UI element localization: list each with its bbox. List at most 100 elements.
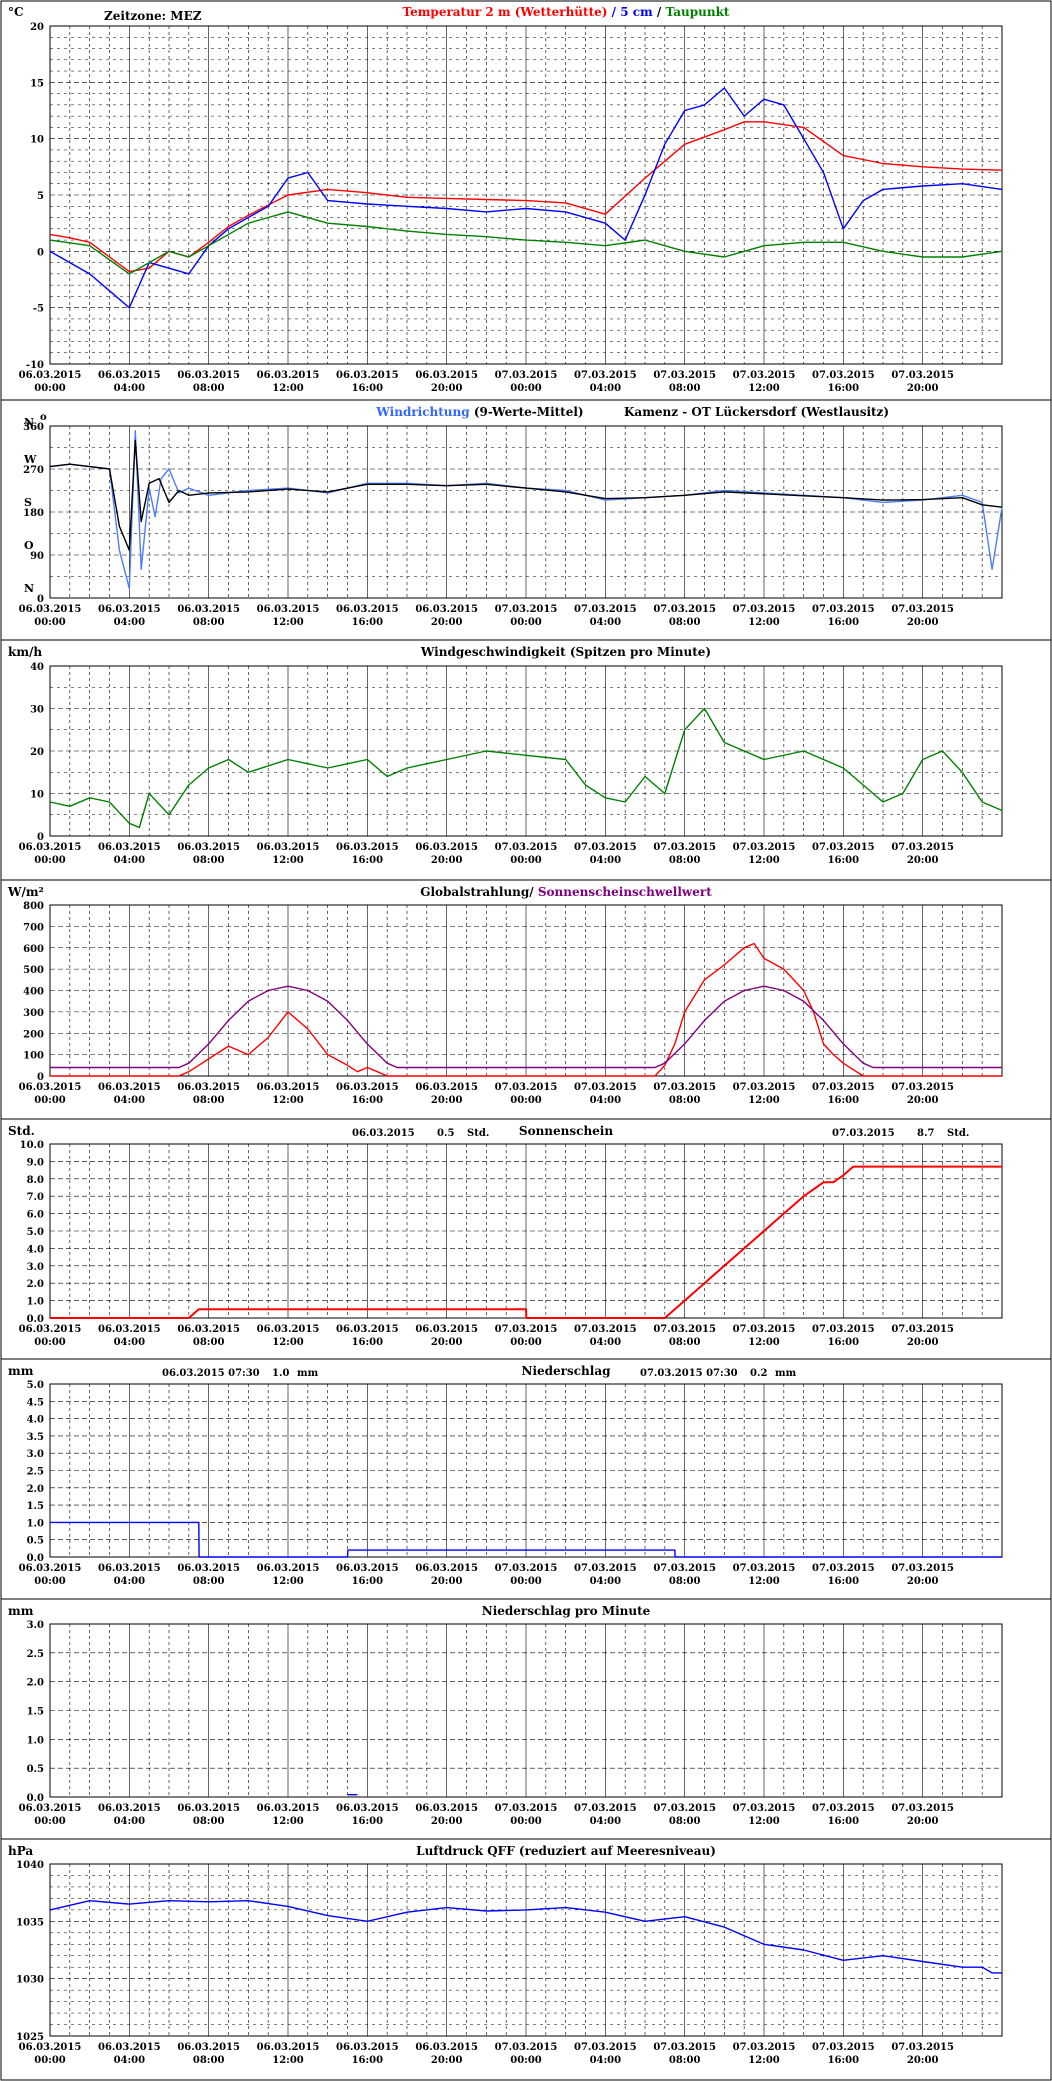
compass-label: N (24, 582, 34, 595)
y-tick-label: 4.0 (27, 1415, 44, 1426)
x-tick-time: 16:00 (828, 617, 860, 628)
y-tick-label: 15 (30, 78, 44, 89)
unit-label: hPa (8, 1844, 33, 1858)
x-tick-date: 07.03.2015 (574, 1082, 637, 1093)
x-tick-date: 07.03.2015 (574, 2042, 637, 2053)
x-tick-date: 07.03.2015 (733, 842, 796, 853)
compass-label: S (24, 496, 32, 509)
x-tick-time: 08:00 (669, 1095, 701, 1106)
x-tick-date: 06.03.2015 (177, 842, 240, 853)
y-tick-label: 2.0 (27, 1484, 44, 1495)
y-tick-label: 0 (37, 832, 44, 843)
wind_speed-panel: 0 10 20 30 40 km/h Windgeschwindigkeit (Spitze… (1, 639, 1051, 866)
x-tick-time: 12:00 (748, 1337, 780, 1348)
x-tick-date: 06.03.2015 (98, 370, 161, 381)
x-tick-time: 16:00 (828, 1337, 860, 1348)
y-tick-label: 1035 (16, 1917, 44, 1928)
series-9-werte-mittel (49, 439, 1003, 551)
x-tick-date: 07.03.2015 (733, 370, 796, 381)
x-tick-date: 06.03.2015 (415, 604, 478, 615)
plot-frame (49, 425, 1003, 599)
x-tick-time: 12:00 (748, 617, 780, 628)
y-tick-label: 10 (30, 135, 44, 146)
y-tick-label: 2.0 (27, 1678, 44, 1689)
chart-title: Luftdruck QFF (reduziert auf Meeresnivea… (416, 1844, 716, 1858)
x-tick-date: 06.03.2015 (19, 1324, 82, 1335)
y-tick-label: 600 (23, 944, 44, 955)
x-tick-date: 06.03.2015 (177, 1082, 240, 1093)
y-tick-label: 1.5 (27, 1501, 44, 1512)
x-tick-date: 07.03.2015 (812, 842, 875, 853)
x-tick-time: 04:00 (114, 2055, 146, 2066)
x-tick-date: 06.03.2015 (336, 1803, 399, 1814)
x-tick-date: 06.03.2015 (19, 2042, 82, 2053)
x-tick-time: 16:00 (828, 855, 860, 866)
compass-label: O (24, 539, 34, 552)
x-tick-date: 07.03.2015 (653, 370, 716, 381)
x-tick-time: 00:00 (510, 383, 542, 394)
y-tick-label: 20 (30, 747, 44, 758)
x-tick-date: 06.03.2015 (257, 370, 320, 381)
y-tick-label: 2.0 (27, 1279, 44, 1290)
x-tick-time: 12:00 (748, 383, 780, 394)
y-tick-label: 5.0 (27, 1380, 44, 1391)
x-tick-date: 06.03.2015 (336, 1324, 399, 1335)
y-tick-label: 3.5 (27, 1432, 44, 1443)
chart-title: Sonnenschein (519, 1124, 613, 1138)
total-date: 07.03.2015 07:30 (640, 1368, 738, 1379)
x-tick-time: 04:00 (590, 1095, 622, 1106)
x-tick-date: 06.03.2015 (19, 370, 82, 381)
x-tick-time: 12:00 (272, 1337, 304, 1348)
series-sonnenscheinschwellwert (50, 985, 1002, 1069)
total-unit: Std. (947, 1128, 969, 1139)
x-tick-time: 20:00 (431, 855, 463, 866)
x-tick-date: 06.03.2015 (257, 1324, 320, 1335)
x-tick-date: 07.03.2015 (812, 1563, 875, 1574)
y-tick-label: 700 (23, 922, 44, 933)
x-tick-date: 06.03.2015 (257, 1803, 320, 1814)
x-tick-time: 00:00 (510, 1576, 542, 1587)
y-tick-label: 180 (23, 508, 44, 519)
x-tick-time: 12:00 (272, 855, 304, 866)
y-tick-label: 7.0 (27, 1192, 44, 1203)
x-tick-time: 04:00 (114, 1816, 146, 1827)
x-tick-date: 06.03.2015 (336, 842, 399, 853)
x-tick-date: 06.03.2015 (336, 2042, 399, 2053)
x-tick-time: 08:00 (669, 1816, 701, 1827)
x-tick-time: 20:00 (907, 1816, 939, 1827)
y-tick-label: 6.0 (27, 1210, 44, 1221)
x-tick-time: 08:00 (193, 1095, 225, 1106)
y-tick-label: 4.0 (27, 1244, 44, 1255)
x-tick-date: 06.03.2015 (336, 1563, 399, 1574)
plot-frame (49, 25, 1003, 365)
x-tick-time: 04:00 (114, 617, 146, 628)
y-tick-label: 0 (37, 594, 44, 605)
x-tick-time: 08:00 (193, 2055, 225, 2066)
x-tick-time: 20:00 (431, 1337, 463, 1348)
x-tick-date: 06.03.2015 (98, 842, 161, 853)
x-tick-time: 00:00 (510, 1816, 542, 1827)
x-tick-time: 04:00 (590, 1337, 622, 1348)
x-tick-date: 07.03.2015 (653, 1082, 716, 1093)
chart-title: Windrichtung (9-Werte-Mittel) (375, 405, 583, 419)
x-tick-date: 07.03.2015 (891, 842, 954, 853)
x-tick-time: 00:00 (34, 617, 66, 628)
x-tick-date: 07.03.2015 (812, 604, 875, 615)
x-tick-date: 06.03.2015 (98, 1324, 161, 1335)
y-tick-label: 30 (30, 705, 44, 716)
x-tick-time: 16:00 (828, 383, 860, 394)
y-tick-label: 400 (23, 987, 44, 998)
total-value: 0.5 (437, 1128, 454, 1139)
y-tick-label: 20 (30, 22, 44, 33)
x-tick-date: 06.03.2015 (177, 2042, 240, 2053)
y-tick-label: 360 (23, 422, 44, 433)
plot-frame (49, 665, 1003, 837)
chart-title: Temperatur 2 m (Wetterhütte) / 5 cm / Ta… (403, 5, 730, 19)
x-tick-date: 07.03.2015 (574, 1324, 637, 1335)
x-tick-date: 07.03.2015 (653, 604, 716, 615)
x-tick-date: 06.03.2015 (257, 842, 320, 853)
x-tick-date: 07.03.2015 (733, 1803, 796, 1814)
x-tick-date: 06.03.2015 (98, 604, 161, 615)
x-tick-time: 12:00 (272, 1095, 304, 1106)
plot-frame (49, 1863, 1003, 2037)
